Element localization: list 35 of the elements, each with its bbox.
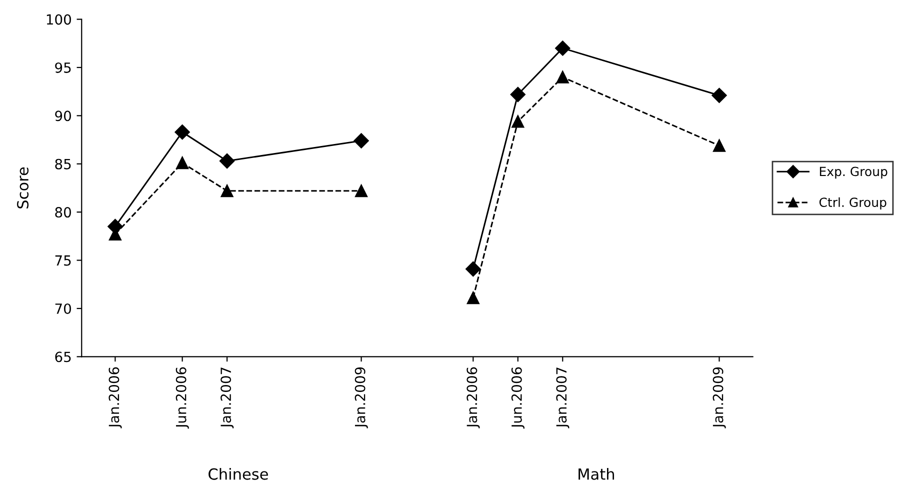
point	[354, 133, 369, 148]
point	[510, 86, 526, 102]
x-tick-label: Jan.2006	[108, 367, 122, 428]
point	[219, 153, 235, 169]
point	[512, 115, 524, 128]
point	[713, 139, 726, 152]
x-tick-label: Jan.2007	[556, 368, 570, 428]
point	[555, 40, 570, 56]
y-tick-label: 80	[55, 207, 71, 218]
text: Math	[578, 468, 614, 480]
x-tick-label: Jan.2006	[466, 367, 480, 428]
point	[174, 124, 190, 140]
point	[176, 156, 189, 170]
y-tick-label: 85	[55, 158, 71, 170]
y-tick-label: 90	[55, 110, 71, 122]
y-tick-label: 100	[46, 14, 71, 25]
point	[466, 261, 481, 277]
x-tick-label: Jun.2006	[511, 367, 525, 429]
x-tick-label: Jun.2006	[176, 367, 189, 429]
point	[712, 88, 727, 104]
y-tick-label: 95	[55, 62, 71, 73]
x-tick-label: Jan.2007	[220, 368, 234, 428]
y-axis-title: Score	[16, 167, 29, 208]
legend-label: Ctrl. Group	[819, 197, 886, 210]
y-tick-label: 70	[55, 303, 71, 314]
x-tick-label: Jan.2009	[712, 367, 726, 428]
point	[220, 184, 234, 198]
legend-label: Exp. Group	[820, 166, 888, 179]
point	[556, 70, 569, 84]
y-tick-label: 75	[55, 255, 71, 266]
point	[466, 292, 480, 304]
text: Chinese	[208, 468, 268, 480]
point	[355, 184, 368, 198]
y-tick-label: 65	[55, 352, 71, 362]
x-tick-label: Jan.2009	[354, 367, 368, 428]
